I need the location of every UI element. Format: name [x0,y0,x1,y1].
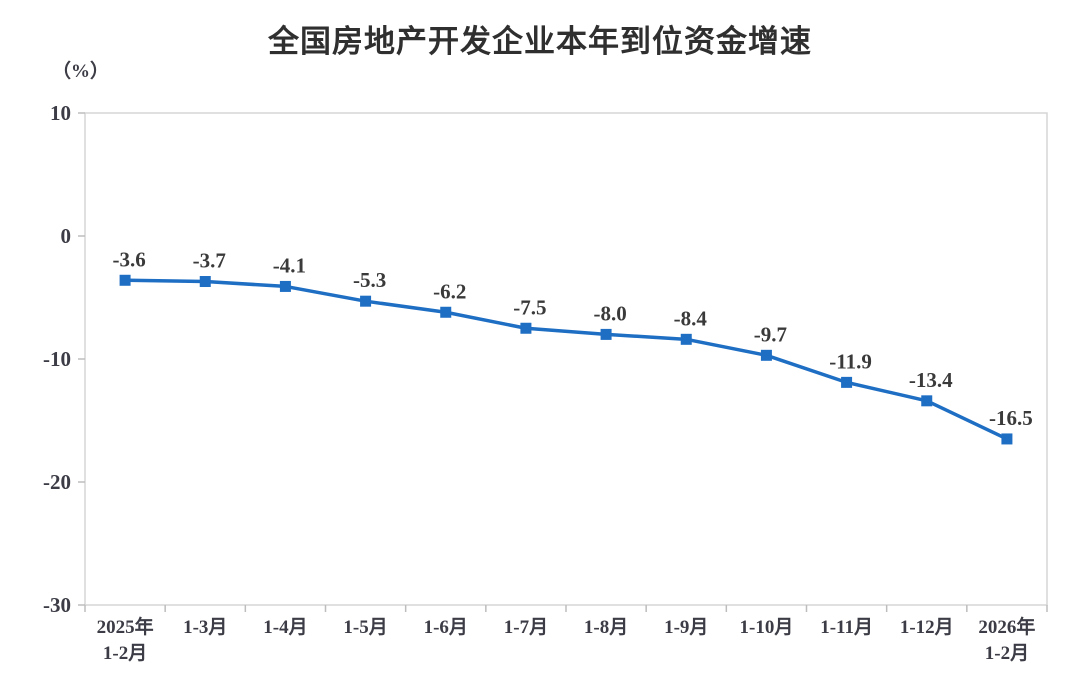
data-point-value-label: -16.5 [989,406,1033,430]
data-point-marker [279,280,291,292]
data-point-value-label: -9.7 [754,322,787,346]
x-axis-tick-label: 1-5月 [343,617,387,638]
x-axis-tick-label: 1-11月 [820,617,873,638]
data-point-marker [680,333,692,345]
data-point-value-label: -3.7 [193,249,226,273]
x-axis-tick-label: 1-7月 [504,617,548,638]
x-axis-tick-label: 1-10月 [740,617,794,638]
plot-border [84,112,1048,606]
data-point-marker [760,349,772,361]
x-axis-tick-label: 2025年 1-2月 [97,615,154,664]
y-axis-tick-label: -20 [43,470,71,494]
y-axis-tick-label: 10 [50,101,71,125]
data-point-value-label: -8.0 [593,301,626,325]
y-axis-unit-label: （%） [52,61,110,82]
data-point-marker [600,328,612,340]
x-axis-tick-label: 1-12月 [900,617,954,638]
data-point-marker [360,295,372,307]
data-point-marker [199,276,211,288]
data-point-value-label: -7.5 [513,295,546,319]
y-axis-tick-label: -10 [43,347,71,371]
data-point-marker [440,306,452,318]
y-axis-tick-label: -30 [43,593,71,617]
data-point-marker [520,322,532,334]
data-point-marker [119,274,131,286]
data-point-value-label: -4.1 [273,253,306,277]
x-axis-tick-label: 1-4月 [263,617,307,638]
y-axis-tick-label: 0 [61,224,72,248]
data-point-value-label: -6.2 [433,279,466,303]
chart-title: 全国房地产开发企业本年到位资金增速 [268,24,812,59]
data-point-marker [1001,433,1013,445]
data-point-value-label: -5.3 [353,268,386,292]
data-point-marker [841,376,853,388]
x-axis-tick-label: 1-8月 [584,617,628,638]
x-axis-tick-label: 2026年 1-2月 [978,615,1035,664]
data-series-line [123,278,1009,441]
data-point-value-label: -13.4 [909,368,953,392]
data-point-value-label: -11.9 [829,349,872,373]
data-point-marker [921,395,933,407]
data-point-value-label: -3.6 [112,247,145,271]
x-axis-tick-label: 1-6月 [424,617,468,638]
x-axis-tick-label: 1-9月 [664,617,708,638]
data-point-value-label: -8.4 [674,306,708,330]
x-axis-tick-label: 1-3月 [183,617,227,638]
